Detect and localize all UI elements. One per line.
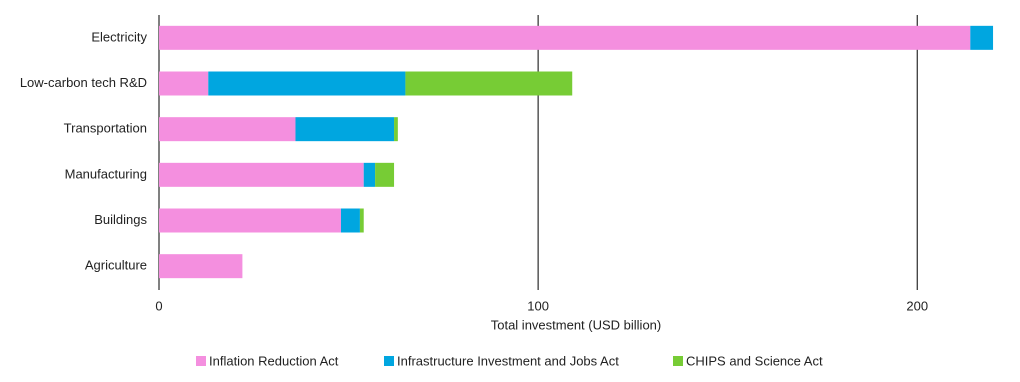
bar-segment — [394, 117, 398, 142]
y-tick-label: Manufacturing — [65, 166, 147, 181]
bar-segment — [159, 71, 209, 96]
y-tick-label: Low-carbon tech R&D — [20, 75, 147, 90]
legend-label: Inflation Reduction Act — [209, 353, 339, 368]
bar-segment — [159, 208, 341, 233]
bar-segment — [340, 208, 360, 233]
bar-segment — [159, 25, 971, 50]
bar-segment — [359, 208, 364, 233]
x-tick-label: 100 — [527, 298, 549, 313]
bar-segment — [159, 254, 243, 279]
legend-swatch — [384, 356, 394, 366]
y-tick-label: Electricity — [91, 29, 147, 44]
bar-segment — [375, 162, 395, 187]
legend-swatch — [196, 356, 206, 366]
bar-segment — [363, 162, 376, 187]
y-tick-label: Agriculture — [85, 258, 147, 273]
bar-segment — [405, 71, 573, 96]
bar-segment — [159, 117, 296, 142]
x-tick-label: 0 — [155, 298, 162, 313]
legend-swatch — [673, 356, 683, 366]
y-tick-label: Buildings — [94, 212, 147, 227]
y-tick-label: Transportation — [64, 121, 147, 136]
bar-segment — [970, 25, 994, 50]
x-tick-label: 200 — [906, 298, 928, 313]
bar-segment — [159, 162, 364, 187]
bar-segment — [295, 117, 395, 142]
legend-label: CHIPS and Science Act — [686, 353, 823, 368]
legend-label: Infrastructure Investment and Jobs Act — [397, 353, 619, 368]
bar-segment — [208, 71, 406, 96]
x-axis-label: Total investment (USD billion) — [491, 317, 662, 332]
